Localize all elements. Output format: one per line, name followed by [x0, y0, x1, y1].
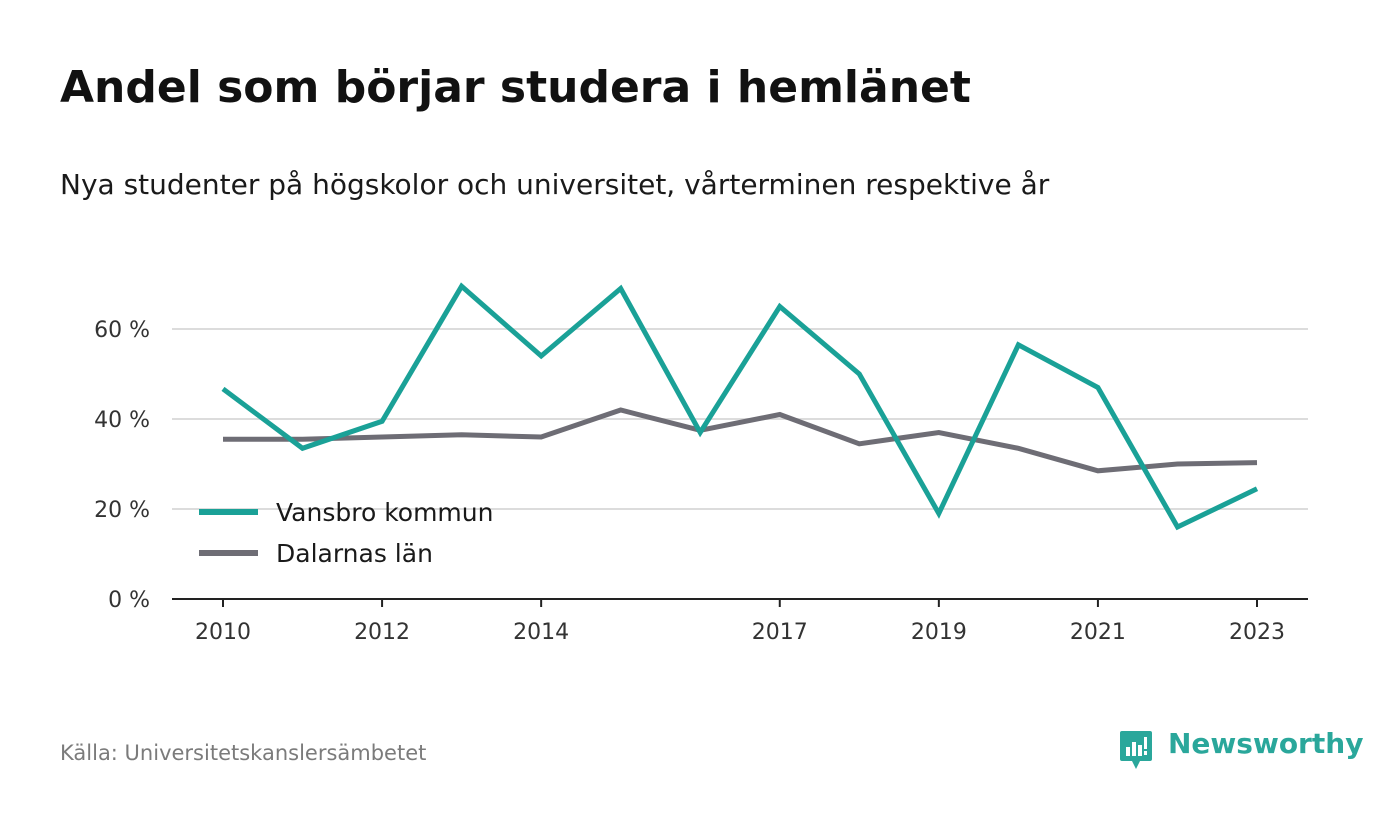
chart-subtitle: Nya studenter på högskolor och universit…	[60, 168, 1050, 201]
y-tick-label: 60 %	[94, 318, 150, 343]
source-note: Källa: Universitetskanslersämbetet	[60, 741, 427, 765]
y-tick-label: 0 %	[108, 588, 150, 613]
x-tick-label: 2017	[752, 620, 808, 645]
y-tick-label: 20 %	[94, 498, 150, 523]
chart-title: Andel som börjar studera i hemlänet	[60, 62, 971, 113]
series-line-vansbro	[221, 282, 1259, 531]
brand-name: Newsworthy	[1168, 727, 1364, 760]
x-tick-label: 2010	[195, 620, 251, 645]
legend-label: Dalarnas län	[276, 539, 433, 568]
x-tick-label: 2012	[354, 620, 410, 645]
x-tick-label: 2021	[1070, 620, 1126, 645]
newsworthy-logo-icon	[1118, 729, 1154, 775]
y-tick-label: 40 %	[94, 408, 150, 433]
x-tick-label: 2023	[1229, 620, 1285, 645]
legend-label: Vansbro kommun	[276, 498, 493, 527]
series-line-dalarna	[223, 407, 1258, 474]
x-tick-label: 2014	[513, 620, 569, 645]
x-tick-label: 2019	[911, 620, 967, 645]
